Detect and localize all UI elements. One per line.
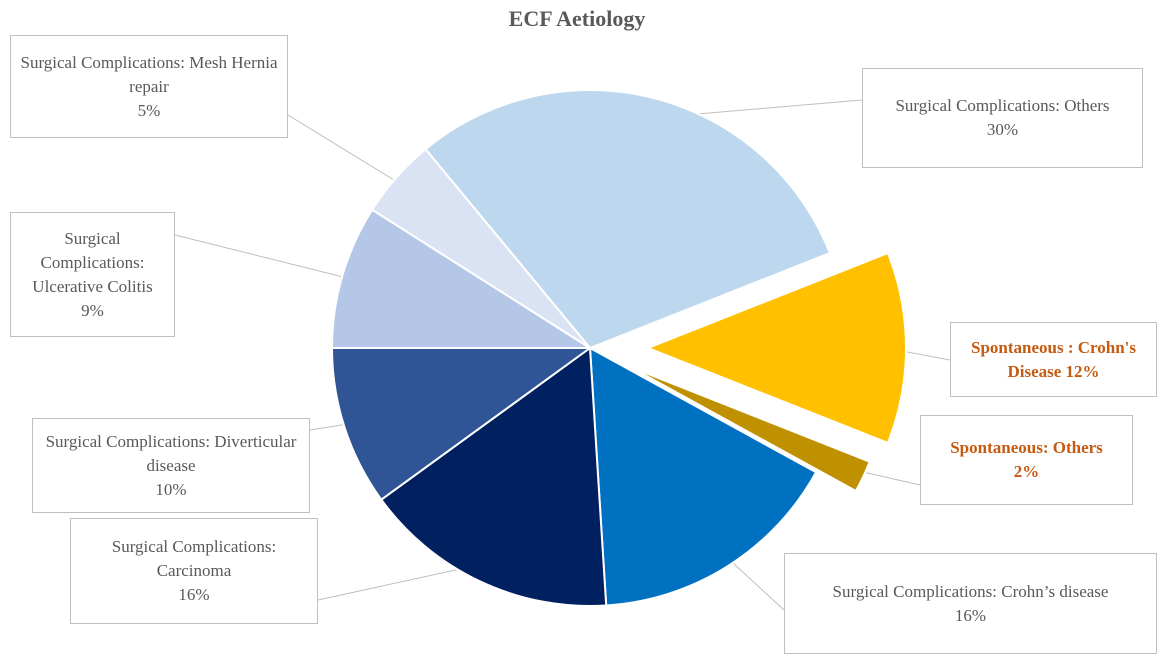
value-label: 10% <box>155 479 187 499</box>
category-label: Surgical Complications: Ulcerative Colit… <box>32 228 153 296</box>
leader-line <box>287 114 413 192</box>
pie-slice <box>330 208 594 349</box>
data-label: Surgical Complications: Diverticular dis… <box>41 430 301 502</box>
data-label-box: Spontaneous: Others 2% <box>920 415 1133 505</box>
pie-slice <box>424 89 832 350</box>
data-label-box: Surgical Complications: Diverticular dis… <box>32 418 310 513</box>
pie-slice <box>370 147 591 349</box>
category-label: Surgical Complications: Others <box>895 96 1110 115</box>
data-label: Surgical Complications: Mesh Hernia repa… <box>19 51 279 123</box>
data-label: Surgical Complications: Others 30% <box>895 94 1109 142</box>
pie-slice <box>330 347 594 502</box>
value-label: 2% <box>1013 462 1040 481</box>
category-label: Surgical Complications: Mesh Hernia repa… <box>20 52 278 96</box>
category-label: Spontaneous: Others <box>950 438 1103 457</box>
category-label: Surgical Complications: Diverticular dis… <box>45 431 297 475</box>
data-label: Surgical Complications: Ulcerative Colit… <box>19 227 166 323</box>
value-label: 16% <box>178 585 210 604</box>
pie-slice <box>379 346 608 607</box>
chart-title: ECF Aetiology <box>509 6 646 31</box>
data-label-box: Surgical Complications: Crohn’s disease … <box>784 553 1157 654</box>
value-label: 30% <box>986 120 1019 139</box>
data-label: Spontaneous: Others 2% <box>950 436 1103 484</box>
data-label-box: Surgical Complications: Ulcerative Colit… <box>10 212 175 337</box>
category-label: Surgical Complications: Carcinoma <box>111 537 277 580</box>
data-label-box: Surgical Complications: Others 30% <box>862 68 1143 168</box>
pie-slice <box>588 346 818 607</box>
data-label-box: Surgical Complications: Carcinoma 16% <box>70 518 318 624</box>
data-label-box: Spontaneous : Crohn's Disease 12% <box>950 322 1157 397</box>
pie-slice <box>629 365 871 493</box>
data-label: Surgical Complications: Carcinoma 16% <box>79 535 309 607</box>
data-label: Surgical Complications: Crohn’s disease … <box>833 580 1109 628</box>
category-label: Surgical Complications: Crohn’s disease <box>832 581 1109 601</box>
pie-slice <box>645 251 907 445</box>
data-label-box: Surgical Complications: Mesh Hernia repa… <box>10 35 288 138</box>
value-label: 12% <box>1065 361 1100 381</box>
category-label: Spontaneous : Crohn's Disease <box>970 337 1137 381</box>
value-label: 9% <box>81 300 104 320</box>
value-label: 16% <box>954 605 987 625</box>
leader-line <box>174 234 363 283</box>
value-label: 5% <box>137 100 161 120</box>
data-label: Spontaneous : Crohn's Disease 12% <box>959 336 1148 384</box>
